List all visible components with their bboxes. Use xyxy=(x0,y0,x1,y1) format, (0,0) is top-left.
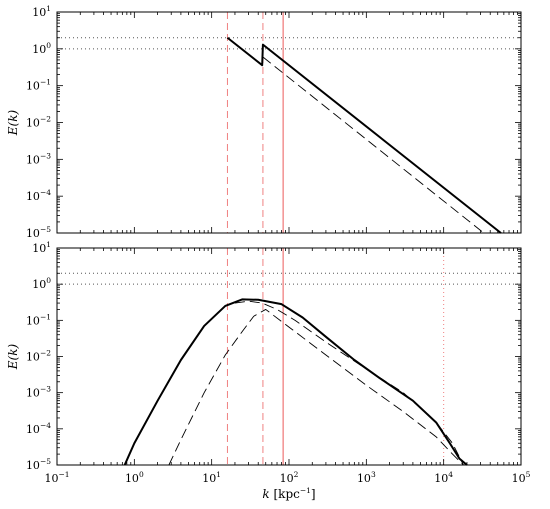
series-line-3 xyxy=(234,300,464,466)
series-line-1 xyxy=(226,36,502,234)
y-tick-label: 10−1 xyxy=(26,312,51,327)
y-tick-label: 10−5 xyxy=(26,457,51,472)
x-axis-label: k [kpc−1] xyxy=(262,486,315,501)
y-tick-label: 10−2 xyxy=(26,349,51,364)
plot-frame xyxy=(56,247,522,466)
y-tick-label: 100 xyxy=(32,41,51,56)
y-tick-label: 10−4 xyxy=(26,188,51,203)
y-axis-label: E(k) xyxy=(6,343,20,370)
y-tick-label: 10−5 xyxy=(26,225,51,240)
x-tick-label: 101 xyxy=(202,470,221,485)
x-tick-label: 105 xyxy=(512,470,531,485)
x-tick-label: 100 xyxy=(125,470,144,485)
x-tick-label: 104 xyxy=(434,470,453,485)
y-tick-label: 100 xyxy=(32,276,51,291)
series-line-2 xyxy=(262,56,485,234)
y-axis-label: E(k) xyxy=(6,109,20,136)
y-tick-label: 101 xyxy=(32,4,51,19)
x-tick-label: 10−1 xyxy=(44,470,69,485)
series-line-1 xyxy=(123,298,468,466)
y-tick-label: 101 xyxy=(32,240,51,255)
y-tick-label: 10−3 xyxy=(26,385,51,400)
plot-frame xyxy=(56,11,522,234)
bottom-panel: 10−5 10−4 10−3 10−2 10−1 100 101 10−1 100 101 102 1… xyxy=(6,240,531,485)
x-tick-label: 102 xyxy=(280,470,299,485)
y-tick-label: 10−2 xyxy=(26,115,51,130)
y-tick-label: 10−3 xyxy=(26,151,51,166)
y-tick-label: 10−1 xyxy=(26,78,51,93)
series-line-2 xyxy=(168,309,464,466)
x-tick-label: 103 xyxy=(357,470,376,485)
top-panel: 10−5 10−4 10−3 10−2 10−1 100 101 E(k) xyxy=(6,4,522,240)
y-tick-label: 10−4 xyxy=(26,421,51,436)
